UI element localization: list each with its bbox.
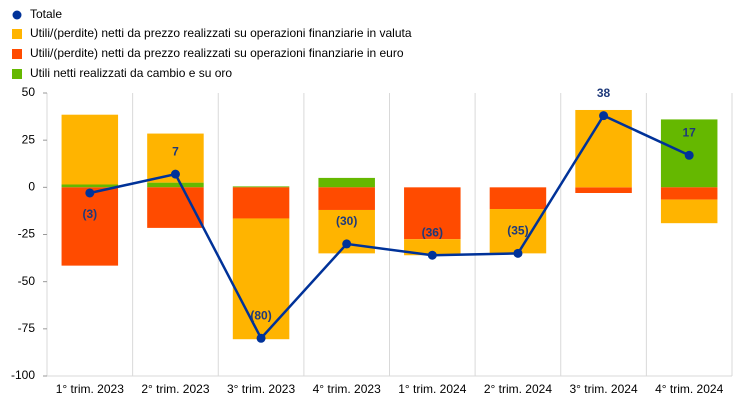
bar <box>660 187 718 200</box>
y-tick-label: -25 <box>18 227 36 241</box>
total-point <box>513 248 523 258</box>
x-tick-label: 4° trim. 2024 <box>655 382 723 396</box>
value-label: (3) <box>82 207 97 221</box>
bar <box>61 187 119 266</box>
x-tick-label: 4° trim. 2023 <box>313 382 381 396</box>
bar <box>318 177 375 188</box>
bar <box>61 184 119 188</box>
legend-label: Utili/(perdite) netti da prezzo realizza… <box>30 46 404 60</box>
total-point <box>256 333 266 343</box>
legend-label: Utili/(perdite) netti da prezzo realizza… <box>30 26 412 40</box>
bar <box>404 187 461 240</box>
bar <box>660 199 718 224</box>
x-tick-label: 2° trim. 2023 <box>141 382 209 396</box>
bar <box>232 186 290 188</box>
value-label: (30) <box>336 214 357 228</box>
x-tick-label: 3° trim. 2024 <box>569 382 637 396</box>
bar <box>575 109 632 188</box>
bar <box>318 187 375 210</box>
y-tick-label: -100 <box>11 368 35 382</box>
total-point <box>170 169 180 179</box>
legend-marker <box>12 69 22 79</box>
x-tick-label: 2° trim. 2024 <box>484 382 552 396</box>
value-label: (36) <box>422 225 443 239</box>
total-point <box>684 150 694 160</box>
total-point <box>427 250 437 260</box>
legend-marker <box>12 49 22 59</box>
x-tick-label: 1° trim. 2024 <box>398 382 466 396</box>
bar <box>489 187 547 210</box>
legend-marker <box>12 29 22 39</box>
legend-label: Totale <box>30 7 62 21</box>
bar <box>61 114 119 185</box>
bar <box>404 239 461 256</box>
legend-label: Utili netti realizzati da cambio e su or… <box>30 66 232 80</box>
value-label: (80) <box>250 308 271 322</box>
bar <box>147 187 204 228</box>
value-label: 7 <box>172 144 179 158</box>
total-line <box>89 114 690 341</box>
y-tick-label: -75 <box>18 321 36 335</box>
total-point <box>599 111 609 121</box>
bar <box>575 187 632 193</box>
bar <box>147 182 204 188</box>
y-tick-label: 0 <box>28 180 35 194</box>
total-point <box>342 239 352 249</box>
value-label: (35) <box>507 224 528 238</box>
value-label: 38 <box>597 86 611 100</box>
legend-marker <box>12 10 22 20</box>
total-point <box>85 188 95 198</box>
value-label: 17 <box>683 125 697 139</box>
x-tick-label: 1° trim. 2023 <box>56 382 124 396</box>
x-tick-label: 3° trim. 2023 <box>227 382 295 396</box>
y-tick-label: 50 <box>22 85 36 99</box>
y-tick-label: 25 <box>22 132 36 146</box>
y-tick-label: -50 <box>18 274 36 288</box>
bar <box>232 187 290 219</box>
bar <box>489 209 547 254</box>
